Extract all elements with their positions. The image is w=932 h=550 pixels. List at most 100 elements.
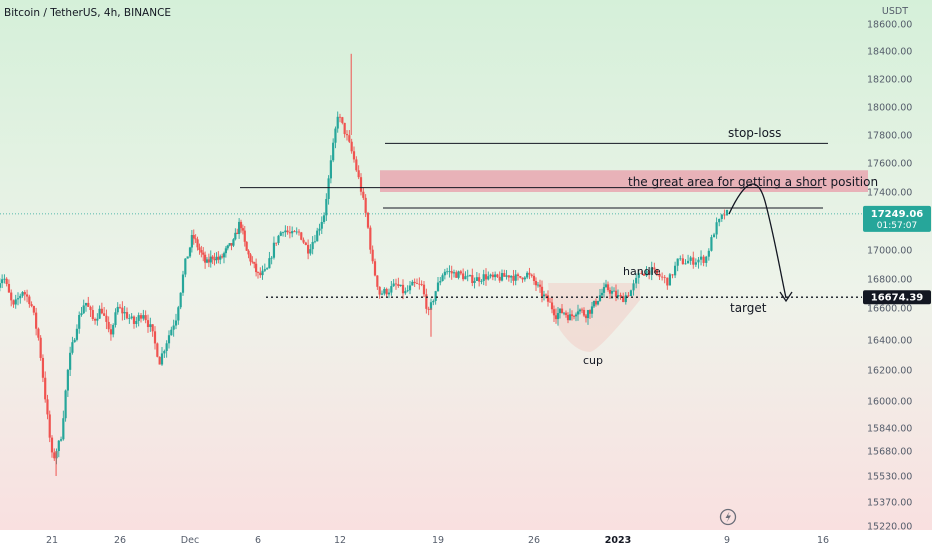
candle-body: [602, 286, 606, 293]
candle: [293, 230, 296, 233]
candle-body: [82, 305, 85, 314]
candle-body: [505, 275, 508, 277]
candle-countdown: 01:57:07: [877, 221, 917, 231]
candle-body: [568, 314, 572, 321]
candle-body: [422, 284, 426, 295]
candle-body: [279, 232, 282, 236]
candle: [202, 247, 205, 262]
candle-body: [158, 356, 161, 365]
candle: [580, 307, 584, 314]
candle: [98, 305, 101, 319]
candle-body: [715, 222, 718, 235]
candle: [230, 242, 233, 251]
candle: [434, 290, 437, 305]
candle-body: [399, 284, 402, 287]
candle: [89, 305, 92, 318]
candle-body: [184, 258, 187, 275]
candle: [16, 292, 20, 306]
candle-body: [554, 315, 558, 320]
candle: [550, 297, 554, 314]
candle: [75, 324, 79, 342]
candle: [443, 268, 446, 280]
candle-body: [473, 280, 476, 284]
tradingview-logo: [719, 508, 737, 526]
candle: [566, 312, 570, 324]
candle: [243, 225, 246, 247]
candle: [602, 282, 606, 298]
candle: [19, 293, 22, 304]
candle: [380, 290, 384, 296]
candle: [446, 267, 449, 275]
candle: [548, 297, 552, 303]
time-axis-background[interactable]: [0, 530, 932, 550]
candle: [556, 306, 560, 326]
candle-body: [336, 116, 339, 129]
candle: [118, 304, 122, 310]
candle: [720, 213, 723, 222]
candle: [526, 271, 529, 280]
candle: [507, 274, 510, 282]
candle: [261, 265, 264, 280]
candle: [578, 308, 582, 315]
candle-body: [408, 285, 412, 291]
candle-body: [484, 274, 488, 280]
candle-body: [149, 324, 152, 328]
candle: [500, 269, 504, 282]
candle-body: [718, 218, 721, 223]
candle: [608, 287, 612, 299]
candle: [46, 394, 49, 420]
candle: [263, 263, 266, 272]
candle-body: [286, 230, 289, 233]
candle-body: [694, 262, 697, 265]
candle-body: [281, 232, 285, 234]
candle: [116, 302, 119, 315]
candle: [635, 273, 638, 289]
target-price-badge[interactable]: 16674.39: [863, 290, 931, 305]
candle-body: [200, 250, 203, 253]
candle-body: [163, 350, 166, 354]
candle: [149, 317, 152, 332]
y-tick-label: 17400.00: [867, 188, 912, 199]
x-tick-label: 12: [334, 535, 346, 546]
candle-body: [338, 116, 342, 118]
candle-body: [253, 262, 256, 264]
candle-body: [616, 294, 620, 297]
candle: [69, 346, 72, 376]
candle: [334, 126, 337, 149]
candle: [139, 312, 143, 323]
candle: [422, 280, 426, 298]
candle-body: [590, 306, 594, 314]
candle-body: [146, 320, 150, 328]
candle-body: [14, 299, 17, 305]
candle-body: [322, 215, 326, 222]
candle: [0, 278, 1, 292]
candle: [348, 130, 351, 144]
x-tick-label: 26: [114, 535, 126, 546]
y-tick-label: 18000.00: [867, 103, 912, 114]
candle-body: [107, 321, 110, 330]
candle-body: [622, 296, 625, 303]
candle-body: [172, 325, 175, 330]
candle: [480, 279, 483, 285]
candle-body: [406, 290, 409, 292]
candle-body: [241, 228, 244, 231]
price-axis-background[interactable]: [862, 0, 932, 530]
candle: [114, 308, 117, 328]
candle-body: [78, 315, 81, 329]
candle: [663, 275, 666, 284]
candle-body: [642, 273, 646, 276]
candle: [503, 269, 506, 277]
y-tick-label: 16200.00: [867, 366, 912, 377]
candle: [93, 317, 97, 325]
candle-body: [401, 284, 405, 294]
candle: [681, 254, 684, 265]
candle-body: [359, 177, 363, 192]
candle-body: [341, 117, 344, 123]
candle: [661, 272, 664, 281]
candle: [23, 290, 26, 301]
candle-body: [498, 276, 501, 281]
candle: [590, 301, 594, 318]
candle: [404, 287, 407, 295]
